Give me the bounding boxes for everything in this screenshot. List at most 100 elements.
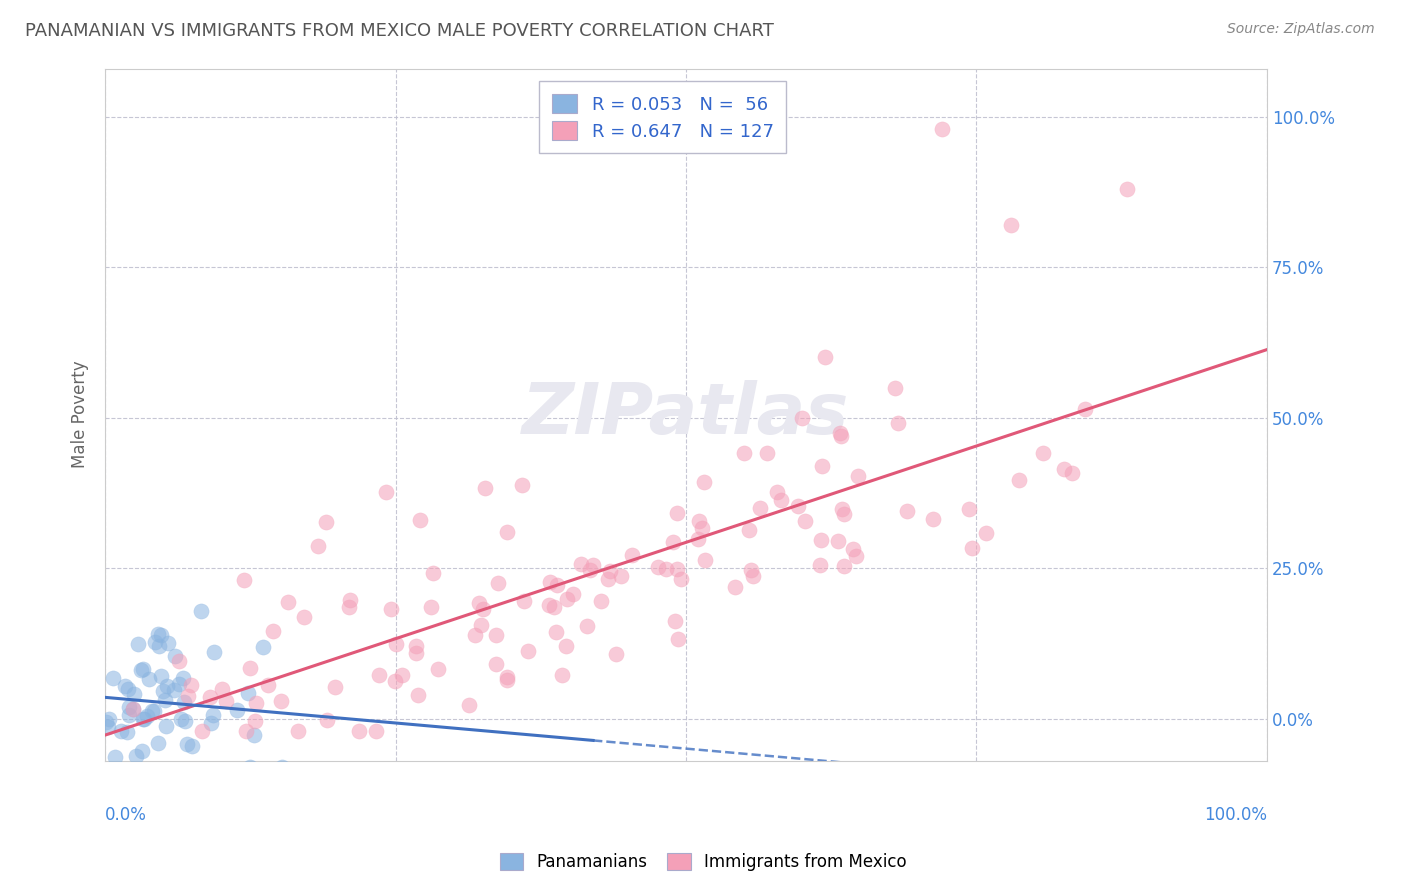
Point: [173, 695, 195, 709]
Point: [468, 596, 491, 610]
Point: [277, 595, 299, 609]
Point: [270, 694, 292, 708]
Point: [177, 689, 200, 703]
Point: [132, 712, 155, 726]
Point: [546, 578, 568, 592]
Point: [610, 569, 633, 583]
Point: [666, 506, 689, 520]
Point: [458, 698, 481, 712]
Point: [569, 557, 592, 571]
Point: [408, 512, 430, 526]
Point: [104, 750, 127, 764]
Point: [755, 446, 778, 460]
Point: [262, 624, 284, 639]
Point: [538, 575, 561, 590]
Point: [176, 737, 198, 751]
Point: [828, 425, 851, 440]
Point: [252, 640, 274, 654]
Point: [97, 712, 120, 726]
Point: [1032, 446, 1054, 460]
Point: [832, 508, 855, 522]
Point: [786, 500, 808, 514]
Point: [543, 599, 565, 614]
Point: [666, 632, 689, 647]
Point: [538, 598, 561, 612]
Point: [1062, 466, 1084, 480]
Point: [550, 668, 572, 682]
Point: [391, 667, 413, 681]
Point: [664, 614, 686, 628]
Point: [148, 639, 170, 653]
Point: [347, 723, 370, 738]
Point: [121, 702, 143, 716]
Point: [976, 525, 998, 540]
Point: [118, 707, 141, 722]
Point: [191, 723, 214, 738]
Point: [271, 760, 294, 774]
Point: [103, 671, 125, 685]
Point: [170, 712, 193, 726]
Point: [149, 628, 172, 642]
Point: [405, 639, 427, 653]
Text: 100.0%: 100.0%: [1204, 805, 1267, 824]
Point: [1000, 218, 1022, 232]
Point: [215, 693, 238, 707]
Point: [163, 683, 186, 698]
Point: [245, 696, 267, 710]
Point: [808, 558, 831, 573]
Point: [243, 714, 266, 728]
Point: [496, 673, 519, 687]
Point: [141, 780, 163, 794]
Point: [200, 715, 222, 730]
Point: [173, 714, 195, 728]
Text: ZIPatlas: ZIPatlas: [523, 380, 849, 450]
Point: [931, 121, 953, 136]
Point: [156, 679, 179, 693]
Point: [666, 562, 689, 576]
Point: [384, 637, 406, 651]
Point: [287, 723, 309, 738]
Point: [121, 702, 143, 716]
Point: [842, 541, 865, 556]
Point: [427, 662, 450, 676]
Point: [143, 635, 166, 649]
Point: [201, 707, 224, 722]
Point: [827, 533, 849, 548]
Point: [555, 591, 578, 606]
Point: [582, 558, 605, 572]
Point: [605, 647, 627, 661]
Point: [962, 541, 984, 556]
Point: [374, 484, 396, 499]
Point: [589, 594, 612, 608]
Point: [325, 680, 347, 694]
Point: [811, 459, 834, 474]
Point: [132, 712, 155, 726]
Point: [599, 564, 621, 578]
Point: [165, 649, 187, 664]
Point: [810, 533, 832, 547]
Point: [259, 774, 281, 789]
Point: [738, 523, 761, 537]
Point: [117, 682, 139, 697]
Point: [814, 351, 837, 365]
Point: [131, 744, 153, 758]
Point: [118, 700, 141, 714]
Point: [1008, 473, 1031, 487]
Point: [484, 628, 506, 642]
Point: [792, 411, 814, 425]
Point: [307, 539, 329, 553]
Point: [887, 416, 910, 430]
Point: [686, 532, 709, 546]
Point: [793, 514, 815, 528]
Point: [239, 661, 262, 675]
Point: [152, 684, 174, 698]
Point: [496, 525, 519, 540]
Point: [127, 636, 149, 650]
Point: [562, 587, 585, 601]
Point: [485, 657, 508, 671]
Point: [470, 617, 492, 632]
Point: [620, 549, 643, 563]
Point: [167, 654, 190, 668]
Point: [122, 687, 145, 701]
Point: [695, 553, 717, 567]
